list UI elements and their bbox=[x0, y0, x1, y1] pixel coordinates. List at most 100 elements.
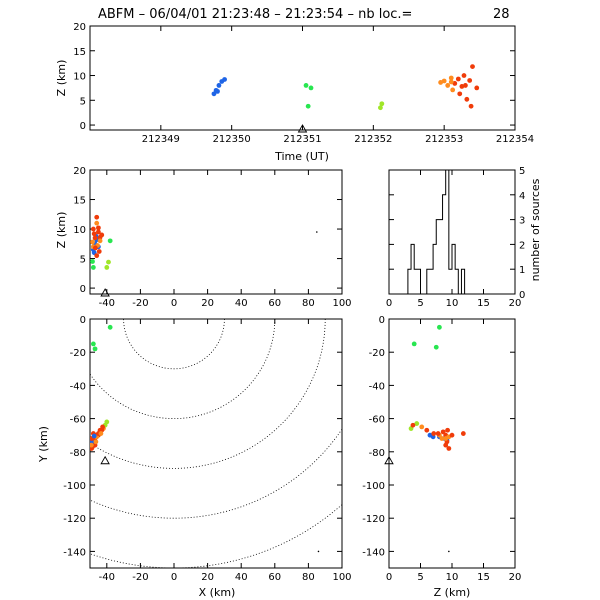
data-point bbox=[104, 265, 110, 270]
range-ring bbox=[340, 566, 342, 568]
y-tick-label: -140 bbox=[362, 547, 385, 558]
x-tick-label: 10 bbox=[446, 572, 459, 583]
data-point bbox=[459, 84, 465, 89]
data-point bbox=[474, 85, 480, 91]
x-height-panel: Z (km) -40 -20 0 20 40 60 80 100 0 5 10 15 20 bbox=[55, 166, 352, 309]
y-tick-label: -80 bbox=[70, 448, 86, 459]
y-tick-label: -60 bbox=[369, 415, 385, 426]
z-y-view-xlabel: Z (km) bbox=[434, 586, 471, 599]
y-tick-label: 10 bbox=[73, 72, 86, 83]
x-tick-label: 20 bbox=[201, 298, 214, 309]
data-point bbox=[378, 105, 383, 111]
data-point bbox=[410, 422, 416, 428]
xy-points bbox=[90, 324, 320, 553]
x-tick-label: 40 bbox=[235, 298, 248, 309]
x-tick-label: 212349 bbox=[142, 134, 180, 145]
data-point bbox=[433, 344, 439, 350]
data-point bbox=[90, 239, 95, 245]
data-point bbox=[92, 346, 98, 352]
y-tick-label: -20 bbox=[369, 348, 385, 359]
data-point bbox=[316, 231, 318, 233]
x-tick-label: 0 bbox=[386, 298, 392, 309]
y-tick-label: 0 bbox=[379, 315, 385, 326]
x-tick-label: 5 bbox=[417, 298, 423, 309]
data-point bbox=[93, 439, 99, 445]
data-point bbox=[446, 446, 452, 451]
y-tick-label: 20 bbox=[73, 22, 86, 33]
data-point bbox=[450, 87, 456, 93]
time-height-panel: Z (km) Time (UT) 212349 212350 212351 21235… bbox=[55, 22, 534, 163]
y-tick-label: -120 bbox=[63, 514, 86, 525]
x-tick-label: 212351 bbox=[283, 134, 321, 145]
y-tick-label: 0 bbox=[519, 290, 525, 301]
x-tick-label: 15 bbox=[477, 572, 490, 583]
x-tick-label: -20 bbox=[132, 298, 148, 309]
data-point bbox=[424, 427, 430, 433]
data-point bbox=[107, 324, 113, 330]
x-tick-label: 40 bbox=[235, 572, 248, 583]
y-tick-label: 15 bbox=[73, 47, 86, 58]
data-point bbox=[216, 83, 222, 88]
x-tick-label: 80 bbox=[302, 572, 315, 583]
x-tick-label: 5 bbox=[417, 572, 423, 583]
x-tick-label: 15 bbox=[477, 298, 490, 309]
data-point bbox=[90, 442, 94, 448]
y-tick-label: -120 bbox=[362, 514, 385, 525]
data-point bbox=[439, 436, 445, 441]
data-point bbox=[448, 550, 450, 553]
data-point bbox=[107, 238, 113, 244]
data-point bbox=[443, 436, 449, 441]
zy-points bbox=[408, 324, 466, 553]
data-point bbox=[431, 431, 437, 436]
y-tick-label: 0 bbox=[80, 315, 86, 326]
y-tick-label: -100 bbox=[63, 481, 86, 492]
data-point bbox=[419, 424, 425, 430]
x-tick-label: 212354 bbox=[496, 134, 534, 145]
x-tick-label: 10 bbox=[446, 298, 459, 309]
x-tick-label: 212350 bbox=[213, 134, 251, 145]
x-tick-label: 212352 bbox=[354, 134, 392, 145]
x-tick-label: 100 bbox=[332, 572, 351, 583]
y-tick-label: -40 bbox=[369, 381, 385, 392]
y-tick-label: -40 bbox=[70, 381, 86, 392]
time-height-xlabel: Time (UT) bbox=[274, 150, 329, 163]
data-point bbox=[100, 424, 105, 430]
data-point bbox=[94, 220, 100, 226]
x-tick-label: 20 bbox=[509, 298, 522, 309]
data-point bbox=[92, 235, 98, 241]
x-tick-label: -40 bbox=[99, 298, 115, 309]
data-point bbox=[460, 431, 466, 436]
data-point bbox=[379, 101, 385, 107]
x-height-ylabel: Z (km) bbox=[55, 212, 68, 249]
data-point bbox=[414, 421, 420, 426]
y-tick-label: 5 bbox=[80, 96, 86, 107]
figure-title: ABFM – 06/04/01 21:23:48 – 21:23:54 – nb… bbox=[98, 7, 412, 22]
x-tick-label: 20 bbox=[509, 572, 522, 583]
data-point bbox=[467, 78, 473, 83]
data-point bbox=[94, 253, 100, 259]
data-point bbox=[305, 103, 311, 109]
data-point bbox=[97, 238, 103, 244]
data-point bbox=[91, 231, 97, 237]
data-point bbox=[411, 341, 417, 347]
x-tick-label: 20 bbox=[201, 572, 214, 583]
station-marker bbox=[100, 455, 110, 465]
data-point bbox=[96, 249, 102, 254]
th-points bbox=[211, 64, 480, 111]
y-tick-label: 4 bbox=[519, 191, 525, 202]
x-tick-label: 212353 bbox=[425, 134, 463, 145]
xy-frame bbox=[89, 318, 343, 569]
plan-view-xlabel: X (km) bbox=[199, 586, 236, 599]
xz-frame bbox=[89, 169, 343, 295]
x-tick-label: 0 bbox=[171, 572, 177, 583]
data-point bbox=[457, 91, 463, 97]
data-point bbox=[90, 226, 96, 232]
histogram-ylabel: number of sources bbox=[529, 178, 542, 281]
plan-view-panel: Y (km) X (km) -40 -20 0 20 40 60 80 100 0 -20 -40 -… bbox=[37, 315, 352, 599]
data-point bbox=[443, 442, 449, 448]
y-tick-label: 15 bbox=[73, 196, 86, 207]
y-tick-label: 10 bbox=[73, 225, 86, 236]
data-point bbox=[461, 73, 467, 78]
